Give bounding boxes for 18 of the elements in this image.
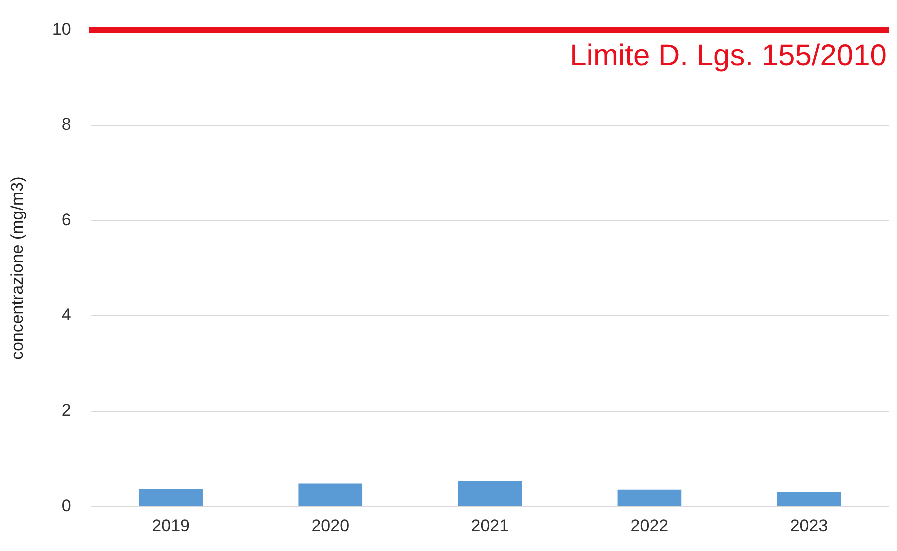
x-tick-label: 2021 (471, 516, 510, 536)
y-tick-label: 0 (62, 496, 72, 516)
bar (458, 481, 522, 506)
y-tick-label: 6 (62, 210, 72, 230)
y-tick-label: 4 (62, 306, 72, 325)
y-tick-label: 10 (52, 20, 72, 39)
x-tick-label: 2020 (312, 516, 350, 536)
y-tick-label: 2 (62, 401, 72, 420)
x-tick-label: 2019 (152, 516, 190, 536)
bar (298, 484, 363, 506)
ref-line-label: Limite D. Lgs. 155/2010 (570, 39, 887, 72)
x-tick-label: 2022 (630, 516, 669, 536)
x-tick-label: 2023 (790, 516, 828, 536)
y-tick-label: 8 (62, 115, 72, 134)
y-axis-title: concentrazione (mg/m3) (8, 176, 27, 360)
bar (139, 488, 203, 506)
bar (777, 492, 842, 506)
bar (618, 490, 682, 506)
